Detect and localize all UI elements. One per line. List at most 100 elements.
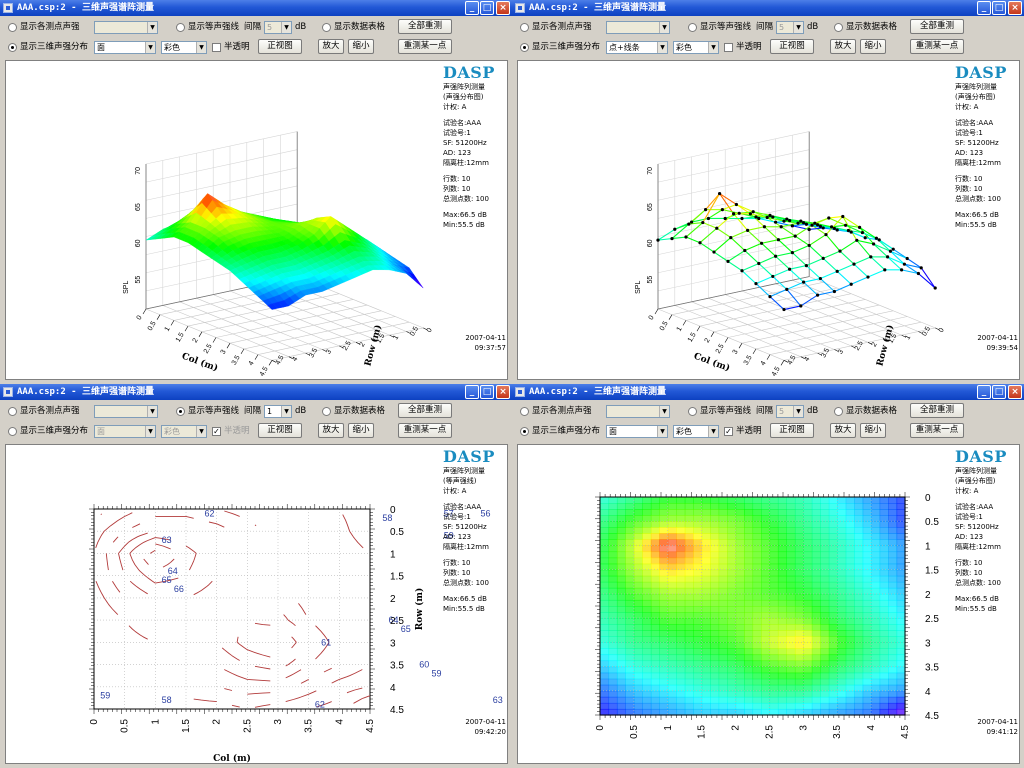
point-select[interactable]: ▼ [94,21,158,34]
radio-show-contour[interactable] [176,23,185,32]
heatmap-cell [650,684,660,692]
timestamp-time: 09:39:54 [986,344,1018,352]
color-mode-select[interactable]: 彩色 ▼ [673,41,719,54]
render-style-select[interactable]: 面 ▼ [606,425,668,438]
point-select[interactable]: ▼ [606,405,670,418]
row-tick-label: 4 [925,687,931,698]
remeasure-one-button[interactable]: 重测某一点 [910,423,964,438]
zoom-out-button[interactable]: 缩小 [348,423,374,438]
render-style-select[interactable]: 面 ▼ [94,41,156,54]
translucent-checkbox[interactable]: ✓ [724,427,733,436]
heatmap-cell [616,557,626,565]
minimize-button[interactable]: _ [465,385,479,399]
radio-show-table[interactable] [322,23,331,32]
zoom-out-button[interactable]: 缩小 [860,39,886,54]
remeasure-all-button[interactable]: 全部重测 [398,403,452,418]
remeasure-one-button[interactable]: 重测某一点 [398,423,452,438]
render-style-select[interactable]: 面 ▼ [94,425,156,438]
translucent-checkbox[interactable]: ✓ [212,427,221,436]
heatmap-cell [896,684,906,692]
wire-segment [769,296,785,310]
remeasure-all-button[interactable]: 全部重测 [910,403,964,418]
radio-show-each[interactable] [520,407,529,416]
color-mode-select[interactable]: 彩色 ▼ [161,41,207,54]
heatmap-cell [642,599,652,607]
wire-segment [904,263,919,274]
title-bar[interactable]: AAA.csp:2 - 三维声强谱阵测量 _ □ × [0,0,512,16]
remeasure-one-button[interactable]: 重测某一点 [910,39,964,54]
close-button[interactable]: × [1008,1,1022,15]
front-view-button[interactable]: 正视图 [258,39,302,54]
plot-area[interactable]: 70 65 60 55 SPL 0 0.5 1 1.5 2 2.5 3 3.5 4 4.5 Col (m) 0 0… [5,60,508,380]
maximize-button[interactable]: □ [992,1,1006,15]
remeasure-one-button[interactable]: 重测某一点 [398,39,452,54]
interval-select[interactable]: 5 ▼ [776,21,804,34]
heatmap-cell [710,696,720,704]
minimize-button[interactable]: _ [977,1,991,15]
heatmap-cell [710,569,720,577]
radio-show-contour[interactable] [688,407,697,416]
zoom-in-button[interactable]: 放大 [318,423,344,438]
plot-area[interactable]: 6263646566585756596160595859586263646500… [5,444,508,764]
maximize-button[interactable]: □ [480,1,494,15]
color-mode-select[interactable]: 彩色 ▼ [161,425,207,438]
maximize-button[interactable]: □ [992,385,1006,399]
heatmap-cell [693,612,703,619]
close-button[interactable]: × [496,1,510,15]
heatmap-cell [676,497,686,504]
wire-segment [828,217,846,226]
color-mode-select[interactable]: 彩色 ▼ [673,425,719,438]
col-tick-label: 4.5 [259,366,270,378]
floor-gridline [741,310,894,344]
zoom-in-button[interactable]: 放大 [830,39,856,54]
radio-show-contour[interactable] [176,407,185,416]
minimize-button[interactable]: _ [977,385,991,399]
radio-show-table[interactable] [834,407,843,416]
radio-show-table[interactable] [322,407,331,416]
heatmap-cell [650,654,660,662]
heatmap-cell [794,654,804,662]
title-bar[interactable]: AAA.csp:2 - 三维声强谱阵测量 _ □ × [512,384,1024,400]
zoom-in-button[interactable]: 放大 [318,39,344,54]
heatmap-cell [684,636,694,643]
radio-show-table[interactable] [834,23,843,32]
zoom-out-button[interactable]: 缩小 [348,39,374,54]
zoom-out-button[interactable]: 缩小 [860,423,886,438]
title-bar[interactable]: AAA.csp:2 - 三维声强谱阵测量 _ □ × [512,0,1024,16]
minimize-button[interactable]: _ [465,1,479,15]
close-button[interactable]: × [1008,385,1022,399]
front-view-button[interactable]: 正视图 [770,423,814,438]
wire-segment [803,278,821,283]
close-button[interactable]: × [496,385,510,399]
radio-show-each[interactable] [520,23,529,32]
point-select[interactable]: ▼ [94,405,158,418]
data-point [916,271,920,276]
heatmap-cell [718,654,728,662]
interval-select[interactable]: 5 ▼ [776,405,804,418]
radio-show-3d[interactable] [520,43,529,52]
radio-show-each[interactable] [8,407,17,416]
zoom-in-button[interactable]: 放大 [830,423,856,438]
plot-area[interactable]: 70 65 60 55 SPL 0 0.5 1 1.5 2 2.5 3 3.5 4 4.5 Col (m) 0 0… [517,60,1020,380]
interval-select[interactable]: 1 ▼ [264,405,292,418]
translucent-checkbox[interactable] [212,43,221,52]
front-view-button[interactable]: 正视图 [258,423,302,438]
translucent-checkbox[interactable] [724,43,733,52]
remeasure-all-button[interactable]: 全部重测 [398,19,452,34]
interval-select[interactable]: 5 ▼ [264,21,292,34]
front-view-button[interactable]: 正视图 [770,39,814,54]
remeasure-all-button[interactable]: 全部重测 [910,19,964,34]
render-style-select[interactable]: 点+线条 ▼ [606,41,668,54]
heatmap-cell [659,630,669,637]
plot-area[interactable]: 0 0.5 1 1.5 2 2.5 3 3.5 4 4.5 0 0.5 1 1.5 2 2.5 3 3.5 4 4.5… [517,444,1020,764]
maximize-button[interactable]: □ [480,385,494,399]
radio-show-contour[interactable] [688,23,697,32]
title-bar[interactable]: AAA.csp:2 - 三维声强谱阵测量 _ □ × [0,384,512,400]
heatmap-cell [879,690,889,698]
point-select[interactable]: ▼ [606,21,670,34]
radio-show-3d[interactable] [8,43,17,52]
radio-show-each[interactable] [8,23,17,32]
radio-show-3d[interactable] [520,427,529,436]
radio-show-3d[interactable] [8,427,17,436]
data-point [785,217,789,221]
